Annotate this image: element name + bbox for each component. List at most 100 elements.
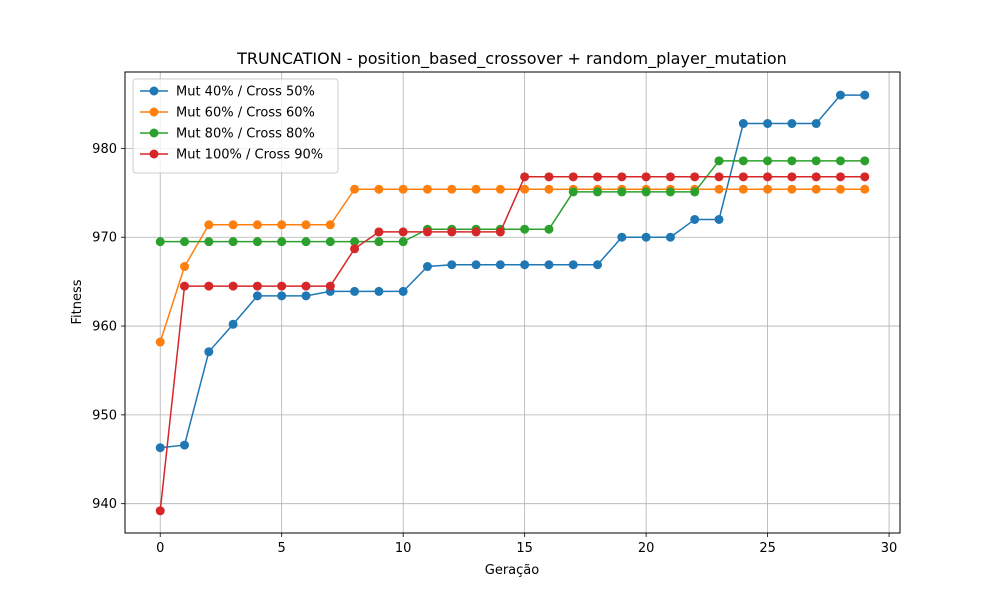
data-point bbox=[374, 237, 384, 247]
data-point bbox=[325, 237, 335, 247]
x-tick-label: 15 bbox=[516, 541, 533, 556]
data-point bbox=[763, 172, 773, 182]
series-line bbox=[159, 188, 865, 343]
legend-item: Mut 100% / Cross 90% bbox=[140, 148, 323, 163]
legend-label: Mut 80% / Cross 80% bbox=[176, 127, 315, 142]
data-point bbox=[374, 286, 384, 296]
data-point bbox=[665, 232, 675, 242]
data-point bbox=[398, 184, 408, 194]
data-point bbox=[787, 172, 797, 182]
data-point bbox=[641, 187, 651, 197]
data-point bbox=[714, 214, 724, 224]
data-point bbox=[738, 172, 748, 182]
data-point bbox=[835, 90, 845, 100]
series-line bbox=[159, 176, 865, 511]
data-point bbox=[204, 237, 214, 247]
data-point bbox=[204, 347, 214, 357]
data-point bbox=[180, 281, 190, 291]
data-point bbox=[398, 286, 408, 296]
data-point bbox=[593, 172, 603, 182]
y-axis: 940 950 960 970 980 bbox=[92, 142, 125, 512]
data-point bbox=[568, 172, 578, 182]
x-tick-label: 0 bbox=[156, 541, 164, 556]
legend: Mut 40% / Cross 50% Mut 60% / Cross 60% Mu… bbox=[132, 78, 339, 174]
data-point bbox=[350, 286, 360, 296]
data-point bbox=[301, 237, 311, 247]
data-point bbox=[665, 172, 675, 182]
data-point bbox=[374, 184, 384, 194]
data-point bbox=[325, 220, 335, 230]
data-point bbox=[835, 156, 845, 166]
data-point bbox=[325, 281, 335, 291]
legend-label: Mut 60% / Cross 60% bbox=[176, 106, 315, 121]
data-point bbox=[495, 227, 505, 237]
data-point bbox=[277, 220, 287, 230]
data-point bbox=[180, 440, 190, 450]
data-point bbox=[155, 337, 165, 347]
data-point bbox=[471, 184, 481, 194]
data-point bbox=[301, 220, 311, 230]
data-point bbox=[350, 244, 360, 254]
data-point bbox=[374, 227, 384, 237]
data-point bbox=[155, 506, 165, 516]
data-point bbox=[714, 156, 724, 166]
data-point bbox=[593, 187, 603, 197]
data-point bbox=[811, 156, 821, 166]
data-point bbox=[593, 260, 603, 270]
legend-label: Mut 40% / Cross 50% bbox=[176, 85, 315, 100]
data-point bbox=[811, 119, 821, 129]
data-point bbox=[544, 224, 554, 234]
data-point bbox=[301, 281, 311, 291]
data-point bbox=[763, 119, 773, 129]
data-point bbox=[398, 227, 408, 237]
data-point bbox=[277, 291, 287, 301]
data-point bbox=[520, 224, 530, 234]
y-tick-label: 940 bbox=[92, 497, 117, 512]
y-tick-label: 970 bbox=[92, 231, 117, 246]
data-point bbox=[690, 172, 700, 182]
data-point bbox=[641, 172, 651, 182]
data-point bbox=[860, 156, 870, 166]
x-axis-label: Geração bbox=[485, 563, 539, 578]
data-point bbox=[252, 291, 262, 301]
data-point bbox=[787, 156, 797, 166]
data-point bbox=[228, 319, 238, 329]
legend-box bbox=[132, 78, 339, 174]
data-point bbox=[763, 156, 773, 166]
data-point bbox=[350, 237, 360, 247]
legend-item: Mut 80% / Cross 80% bbox=[140, 127, 315, 142]
data-point bbox=[422, 262, 432, 272]
data-point bbox=[738, 184, 748, 194]
data-point bbox=[690, 187, 700, 197]
data-point bbox=[520, 184, 530, 194]
data-point bbox=[252, 281, 262, 291]
data-point bbox=[520, 172, 530, 182]
data-point bbox=[811, 184, 821, 194]
data-point bbox=[617, 232, 627, 242]
data-point bbox=[204, 281, 214, 291]
data-point bbox=[714, 172, 724, 182]
data-point bbox=[228, 281, 238, 291]
data-point bbox=[252, 237, 262, 247]
y-tick-label: 950 bbox=[92, 408, 117, 423]
data-point bbox=[277, 281, 287, 291]
chart-title: TRUNCATION - position_based_crossover + … bbox=[236, 49, 787, 69]
data-point bbox=[471, 227, 481, 237]
plot-area bbox=[155, 90, 870, 516]
data-point bbox=[787, 184, 797, 194]
series-1 bbox=[155, 90, 870, 453]
data-point bbox=[568, 187, 578, 197]
legend-marker bbox=[149, 149, 159, 159]
data-point bbox=[763, 184, 773, 194]
data-point bbox=[860, 90, 870, 100]
data-point bbox=[738, 156, 748, 166]
data-point bbox=[228, 220, 238, 230]
data-point bbox=[350, 184, 360, 194]
data-point bbox=[568, 260, 578, 270]
data-point bbox=[422, 227, 432, 237]
series-4 bbox=[155, 172, 870, 516]
data-point bbox=[471, 260, 481, 270]
y-axis-label: Fitness bbox=[70, 279, 85, 324]
y-tick-label: 980 bbox=[92, 142, 117, 157]
legend-item: Mut 60% / Cross 60% bbox=[140, 106, 315, 121]
